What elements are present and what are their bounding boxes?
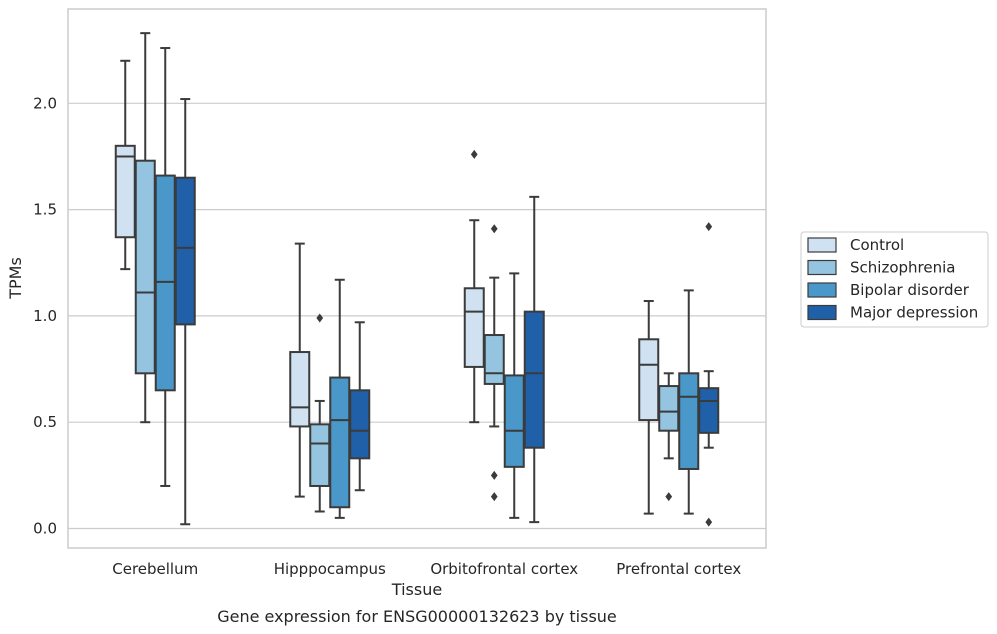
- plot-frame: [67, 8, 767, 549]
- box-body: [114, 144, 136, 239]
- y-axis-label: TPMs: [6, 257, 25, 300]
- box-control: [638, 300, 660, 515]
- box-schizophrenia: [309, 313, 331, 513]
- legend-swatch: [807, 282, 837, 298]
- box-bipolar-disorder: [503, 272, 525, 519]
- outlier-point: [490, 492, 498, 502]
- y-tick-label: 0.0: [33, 520, 57, 538]
- chart-caption: Gene expression for ENSG00000132623 by t…: [217, 607, 617, 626]
- box-bipolar-disorder: [154, 47, 176, 487]
- x-tick-label: Prefrontal cortex: [616, 560, 741, 578]
- box-body: [154, 174, 176, 392]
- legend-label: Bipolar disorder: [850, 281, 970, 299]
- box-body: [174, 176, 196, 326]
- box-body: [503, 374, 525, 468]
- y-tick-label: 2.0: [33, 94, 57, 112]
- legend-swatch: [807, 237, 837, 253]
- box-schizophrenia: [483, 224, 505, 502]
- x-tick-label: Cerebellum: [112, 560, 198, 578]
- legend-label: Major depression: [850, 304, 978, 322]
- outlier-point: [705, 222, 713, 232]
- box-bipolar-disorder: [678, 289, 700, 515]
- legend-swatch: [807, 304, 837, 321]
- legend-frame: [800, 231, 989, 328]
- x-tick-label: Hipppocampus: [274, 560, 386, 578]
- outlier-point: [490, 470, 498, 480]
- box-body: [658, 385, 680, 432]
- box-major-depression: [349, 321, 371, 492]
- box-body: [698, 387, 720, 434]
- box-body: [309, 423, 331, 487]
- outlier-point: [470, 149, 478, 159]
- y-tick-labels: 0.0 0.5 1.0 1.5 2.0: [33, 94, 57, 537]
- legend-label: Control: [850, 236, 904, 254]
- box-body: [523, 310, 545, 449]
- legend-label: Schizophrenia: [850, 259, 955, 277]
- box-schizophrenia: [658, 372, 680, 502]
- box-control: [463, 149, 485, 424]
- box-body: [329, 376, 351, 509]
- box-body: [134, 159, 156, 375]
- box-body: [638, 338, 660, 422]
- box-schizophrenia: [134, 32, 156, 424]
- x-tick-labels: Cerebellum Hipppocampus Orbitofrontal cort…: [112, 560, 741, 578]
- box-major-depression: [698, 222, 720, 527]
- outlier-point: [665, 492, 673, 502]
- box-control: [114, 59, 136, 271]
- box-major-depression: [523, 195, 545, 524]
- box-control: [289, 242, 311, 498]
- outlier-point: [316, 313, 324, 323]
- x-axis-label: Tissue: [391, 580, 442, 599]
- box-body: [289, 351, 311, 428]
- box-body: [483, 334, 505, 385]
- outlier-point: [705, 517, 713, 527]
- box-major-depression: [174, 98, 196, 526]
- y-tick-label: 1.5: [33, 201, 57, 219]
- legend: Control Schizophrenia Bipolar disorder Majo…: [800, 231, 989, 328]
- box-groups: [114, 32, 720, 527]
- box-body: [349, 389, 371, 460]
- y-tick-label: 0.5: [33, 413, 57, 431]
- x-tick-label: Orbitofrontal cortex: [430, 560, 578, 578]
- outlier-point: [490, 224, 498, 234]
- legend-swatch: [807, 259, 837, 276]
- y-tick-label: 1.0: [33, 307, 57, 325]
- box-body: [463, 287, 485, 368]
- box-body: [678, 372, 700, 470]
